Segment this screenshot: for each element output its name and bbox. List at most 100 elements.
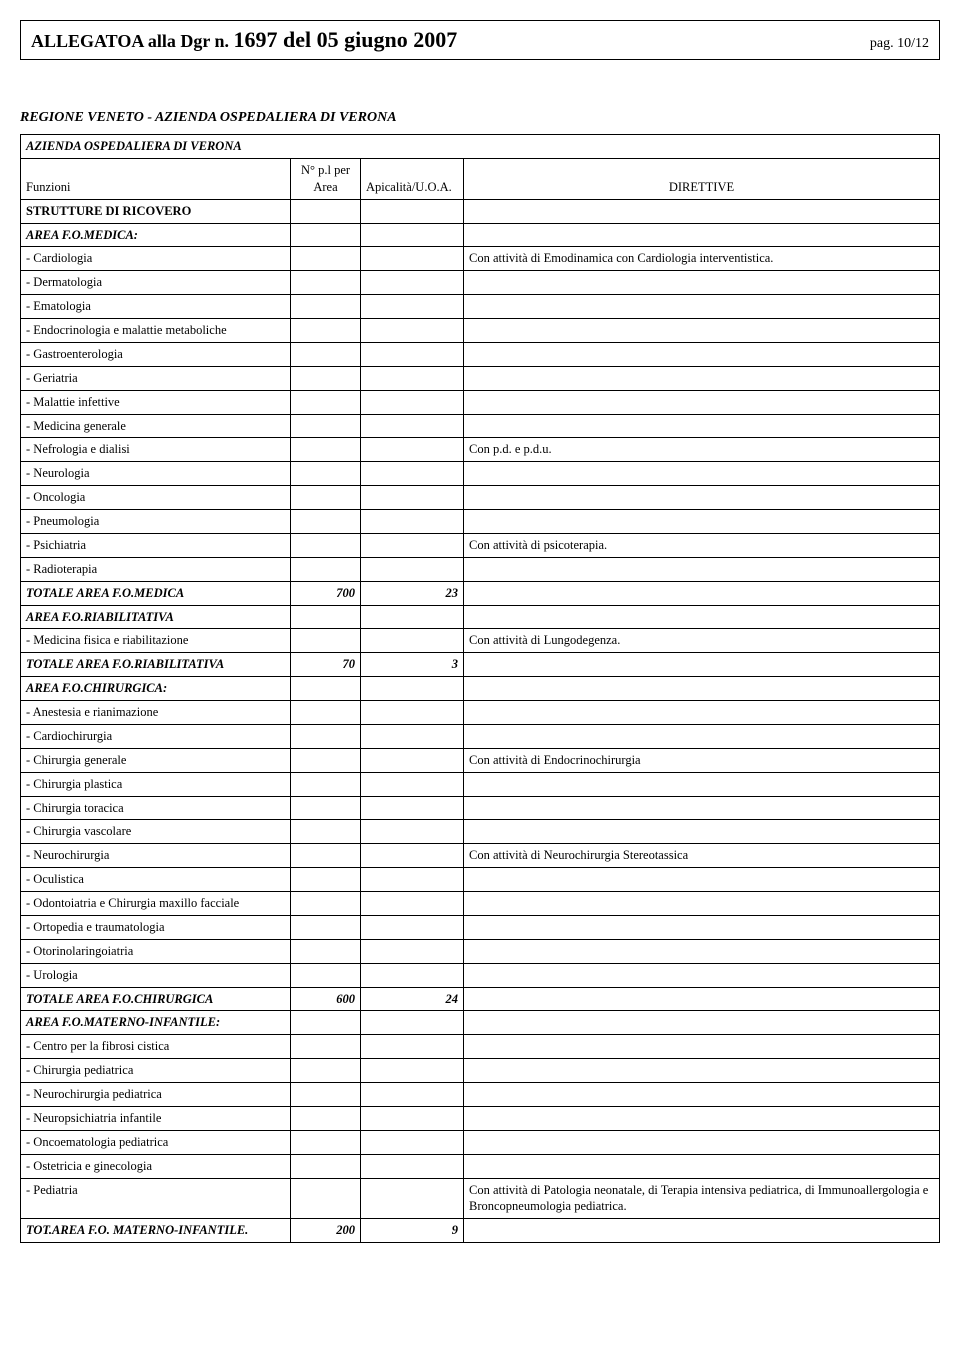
- direttive-cell: [464, 462, 940, 486]
- empty-cell: [361, 915, 464, 939]
- direttive-cell: [464, 963, 940, 987]
- table-row: - Medicina fisica e riabilitazione Con at…: [21, 629, 940, 653]
- table-row: - Chirurgia plastica: [21, 772, 940, 796]
- empty-cell: [291, 295, 361, 319]
- empty-cell: [361, 462, 464, 486]
- empty-cell: [361, 366, 464, 390]
- funzione-cell: - Neurologia: [21, 462, 291, 486]
- funzione-cell: - Cardiologia: [21, 247, 291, 271]
- empty-cell: [361, 892, 464, 916]
- mat-total-label: TOT.AREA F.O. MATERNO-INFANTILE.: [21, 1219, 291, 1243]
- empty-cell: [291, 414, 361, 438]
- h-funzioni: Funzioni: [21, 158, 291, 199]
- main-table: AZIENDA OSPEDALIERA DI VERONA Funzioni N…: [20, 134, 940, 1243]
- direttive-cell: [464, 1154, 940, 1178]
- empty-cell: [464, 581, 940, 605]
- direttive-cell: [464, 510, 940, 534]
- empty-cell: [361, 199, 464, 223]
- empty-cell: [464, 1011, 940, 1035]
- empty-cell: [291, 844, 361, 868]
- empty-cell: [291, 1130, 361, 1154]
- direttive-cell: [464, 557, 940, 581]
- empty-cell: [291, 963, 361, 987]
- empty-cell: [361, 1035, 464, 1059]
- table-row: - Neurologia: [21, 462, 940, 486]
- table-row: - Nefrologia e dialisiCon p.d. e p.d.u.: [21, 438, 940, 462]
- table-row: - Oncoematologia pediatrica: [21, 1130, 940, 1154]
- empty-cell: [291, 223, 361, 247]
- chir-total-label: TOTALE AREA F.O.CHIRURGICA: [21, 987, 291, 1011]
- empty-cell: [291, 247, 361, 271]
- empty-cell: [361, 533, 464, 557]
- h-apicalita: Apicalità/U.O.A.: [361, 158, 464, 199]
- funzione-cell: - Medicina generale: [21, 414, 291, 438]
- table-row: - PsichiatriaCon attività di psicoterapi…: [21, 533, 940, 557]
- funzione-cell: - Oculistica: [21, 868, 291, 892]
- empty-cell: [464, 223, 940, 247]
- table-row: - Dermatologia: [21, 271, 940, 295]
- table-row: - Chirurgia vascolare: [21, 820, 940, 844]
- direttive-cell: [464, 295, 940, 319]
- chir-total-a: 24: [361, 987, 464, 1011]
- direttive-cell: Con attività di Patologia neonatale, di …: [464, 1178, 940, 1219]
- funzione-cell: - Gastroenterologia: [21, 342, 291, 366]
- funzione-cell: - Medicina fisica e riabilitazione: [21, 629, 291, 653]
- direttive-cell: Con attività di Lungodegenza.: [464, 629, 940, 653]
- empty-cell: [361, 1083, 464, 1107]
- table-row: - Ostetricia e ginecologia: [21, 1154, 940, 1178]
- table-row: - Endocrinologia e malattie metaboliche: [21, 319, 940, 343]
- direttive-cell: [464, 390, 940, 414]
- row-riab-total: TOTALE AREA F.O.RIABILITATIVA 70 3: [21, 653, 940, 677]
- empty-cell: [464, 987, 940, 1011]
- funzione-cell: - Urologia: [21, 963, 291, 987]
- table-row: - Chirurgia generale Con attività di End…: [21, 748, 940, 772]
- empty-cell: [361, 844, 464, 868]
- empty-cell: [291, 868, 361, 892]
- funzione-cell: - Endocrinologia e malattie metaboliche: [21, 319, 291, 343]
- empty-cell: [291, 1083, 361, 1107]
- direttive-cell: [464, 701, 940, 725]
- table-row: - Otorinolaringoiatria: [21, 939, 940, 963]
- direttive-cell: [464, 724, 940, 748]
- header-number: 1697 del 05 giugno 2007: [234, 27, 458, 52]
- empty-cell: [291, 724, 361, 748]
- empty-cell: [291, 533, 361, 557]
- empty-cell: [361, 438, 464, 462]
- direttive-cell: [464, 1106, 940, 1130]
- funzione-cell: - Neuropsichiatria infantile: [21, 1106, 291, 1130]
- funzione-cell: - Ostetricia e ginecologia: [21, 1154, 291, 1178]
- empty-cell: [291, 342, 361, 366]
- direttive-cell: [464, 1083, 940, 1107]
- row-mat-total: TOT.AREA F.O. MATERNO-INFANTILE. 200 9: [21, 1219, 940, 1243]
- medica-label: AREA F.O.MEDICA:: [21, 223, 291, 247]
- funzione-cell: - Oncologia: [21, 486, 291, 510]
- empty-cell: [291, 486, 361, 510]
- medica-total-n: 700: [291, 581, 361, 605]
- riab-total-n: 70: [291, 653, 361, 677]
- empty-cell: [291, 1178, 361, 1219]
- table-row: - Malattie infettive: [21, 390, 940, 414]
- empty-cell: [291, 319, 361, 343]
- empty-cell: [291, 199, 361, 223]
- row-chir-total: TOTALE AREA F.O.CHIRURGICA 600 24: [21, 987, 940, 1011]
- table-row: - Neurochirurgia pediatrica: [21, 1083, 940, 1107]
- riab-total-label: TOTALE AREA F.O.RIABILITATIVA: [21, 653, 291, 677]
- empty-cell: [291, 438, 361, 462]
- funzione-cell: - Oncoematologia pediatrica: [21, 1130, 291, 1154]
- row-medica-header: AREA F.O.MEDICA:: [21, 223, 940, 247]
- table-row: - Oncologia: [21, 486, 940, 510]
- empty-cell: [361, 701, 464, 725]
- table-row: - Anestesia e rianimazione: [21, 701, 940, 725]
- funzione-cell: - Anestesia e rianimazione: [21, 701, 291, 725]
- empty-cell: [361, 820, 464, 844]
- funzione-cell: - Psichiatria: [21, 533, 291, 557]
- header-title: ALLEGATOA alla Dgr n. 1697 del 05 giugno…: [31, 27, 457, 53]
- header-box: ALLEGATOA alla Dgr n. 1697 del 05 giugno…: [20, 20, 940, 60]
- table-row: - Chirurgia toracica: [21, 796, 940, 820]
- funzione-cell: - Radioterapia: [21, 557, 291, 581]
- direttive-cell: [464, 486, 940, 510]
- funzione-cell: - Chirurgia pediatrica: [21, 1059, 291, 1083]
- table-row: - Centro per la fibrosi cistica: [21, 1035, 940, 1059]
- chir-total-n: 600: [291, 987, 361, 1011]
- funzione-cell: - Otorinolaringoiatria: [21, 939, 291, 963]
